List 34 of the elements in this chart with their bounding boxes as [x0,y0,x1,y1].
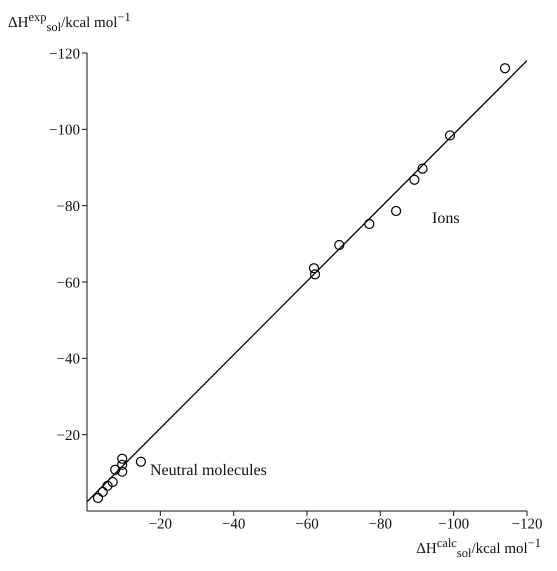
point [108,476,118,488]
annotation: Neutral molecules [150,462,267,480]
y-axis-title: ΔH$^{exp}$$_{sol}$/kcal mol$^{−1}$ [8,10,131,35]
point [110,464,120,475]
point [136,456,146,467]
y-tick-label: −100 [49,122,80,139]
x-tick-label: −120 [512,516,542,533]
point [308,263,320,274]
point [92,492,104,504]
y-tick-label: −60 [56,275,80,292]
x-tick-label: −60 [295,516,319,533]
point [417,164,428,174]
point [117,460,128,470]
y-tick-label: −80 [56,198,80,215]
point [310,269,320,280]
point [98,486,108,498]
point [102,480,113,491]
x-tick-label: −80 [368,516,392,533]
point [409,174,420,185]
y-tick-label: −40 [56,352,80,368]
x-tick-label: −20 [148,516,172,533]
annotation: Ions [432,210,460,228]
point [334,240,344,250]
point [117,466,128,477]
point [117,454,128,464]
x-tick-label: −40 [222,516,246,533]
y-tick-label: −20 [56,428,80,444]
point [364,218,374,230]
y-tick-label: −120 [49,46,80,62]
x-axis-title: ΔH$^{calc}$$_{sol}$/kcal mol$^{−1}$ [416,536,541,561]
x-tick-label: −100 [438,516,470,533]
point [500,63,510,74]
point [391,206,402,216]
point [444,130,456,141]
